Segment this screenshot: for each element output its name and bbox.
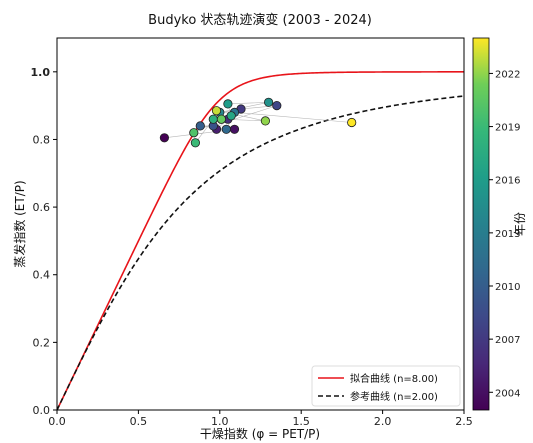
colorbar: 2004 2007 2010 2013 2016 2019 2022 年份 [472, 37, 527, 411]
point-2015 [263, 97, 274, 107]
curve-fit [57, 71, 464, 410]
colorbar-tick-label: 2022 [495, 69, 520, 80]
legend: 拟合曲线 (n=8.00) 参考曲线 (n=2.00) [311, 365, 461, 407]
curve-layer [57, 71, 464, 410]
legend-box [311, 365, 461, 407]
point-2016 [223, 99, 233, 109]
legend-ref-label: 参考曲线 (n=2.00) [350, 390, 438, 403]
x-tick-label: 0.5 [130, 415, 148, 428]
y-tick-label: 1.0 [31, 66, 51, 79]
y-axis-label: 蒸发指数 (ET/P) [12, 180, 27, 267]
point-2011 [221, 124, 231, 134]
plot-area [56, 37, 465, 411]
colorbar-tick-label: 2010 [495, 282, 520, 293]
point-2020 [189, 128, 199, 138]
plot-frame [56, 37, 465, 411]
chart-title: Budyko 状态轨迹演变 (2003 - 2024) [148, 12, 372, 28]
y-tick-label: 0.2 [33, 336, 51, 349]
point-2010 [195, 121, 205, 131]
point-2017 [226, 111, 236, 121]
x-tick-label: 1.5 [292, 415, 310, 428]
curve-reference [57, 95, 464, 410]
point-2008 [272, 101, 282, 111]
x-tick-label: 2.5 [455, 415, 473, 428]
point-2022 [260, 116, 270, 126]
x-axis-label: 干燥指数 (φ = PET/P) [200, 426, 320, 441]
colorbar-gradient [472, 37, 490, 411]
point-2019 [190, 138, 200, 148]
point-2018 [208, 114, 218, 124]
colorbar-tick-label: 2007 [495, 335, 520, 346]
colorbar-label: 年份 [513, 212, 527, 236]
point-2003 [159, 133, 169, 143]
x-tick-label: 2.0 [374, 415, 392, 428]
colorbar-ticks: 2004 2007 2010 2013 2016 2019 2022 [489, 69, 520, 399]
x-tick-label: 1.0 [211, 415, 229, 428]
point-2023 [211, 106, 222, 116]
y-tick-label: 0.6 [33, 201, 51, 214]
y-axis-ticks: 0.0 0.2 0.4 0.6 0.8 1.0 [31, 66, 57, 417]
colorbar-tick-label: 2013 [495, 229, 520, 240]
x-axis-ticks: 0.0 0.5 1.0 1.5 2.0 2.5 [48, 410, 473, 428]
x-tick-label: 0.0 [48, 415, 66, 428]
y-tick-label: 0.0 [33, 404, 51, 417]
point-2024 [347, 117, 357, 128]
y-tick-label: 0.4 [33, 269, 51, 282]
point-2021 [216, 114, 226, 124]
point-2004 [229, 124, 240, 134]
colorbar-tick-label: 2016 [495, 176, 520, 187]
y-tick-label: 0.8 [33, 133, 51, 146]
legend-fit-label: 拟合曲线 (n=8.00) [350, 372, 438, 385]
colorbar-tick-label: 2004 [495, 388, 520, 399]
points-layer [159, 97, 357, 148]
colorbar-tick-label: 2019 [495, 123, 520, 134]
